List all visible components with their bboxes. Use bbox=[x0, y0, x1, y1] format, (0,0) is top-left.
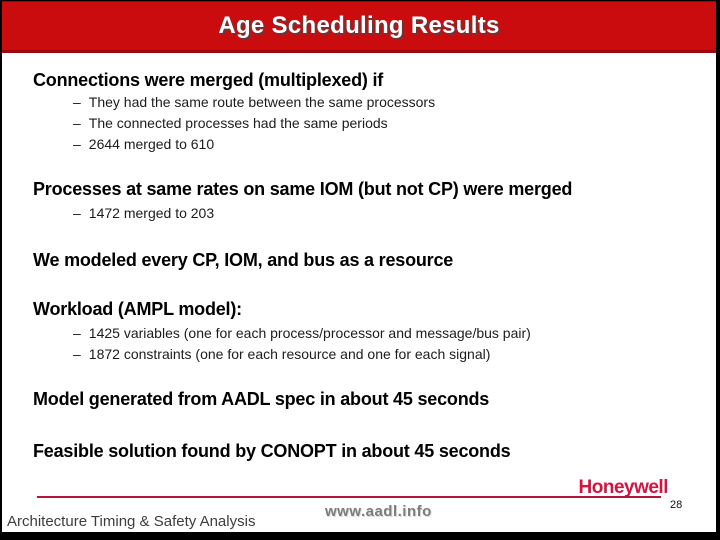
bullet-text: 1472 merged to 203 bbox=[88, 205, 215, 221]
bullet-dash: – bbox=[73, 136, 81, 152]
bullet-text: They had the same route between the same… bbox=[88, 94, 436, 110]
bullet-dash: – bbox=[73, 346, 81, 362]
bullet-dash: – bbox=[73, 94, 81, 110]
bullet-item: –1872 constraints (one for each resource… bbox=[73, 346, 490, 362]
section-heading-feasible-solution: Feasible solution found by CONOPT in abo… bbox=[33, 441, 511, 461]
bullet-dash: – bbox=[73, 205, 81, 221]
footer-separator-line bbox=[37, 496, 661, 498]
bullet-item: –1425 variables (one for each process/pr… bbox=[73, 325, 531, 341]
section-heading-model-generated: Model generated from AADL spec in about … bbox=[33, 389, 490, 409]
bullet-text: 1872 constraints (one for each resource … bbox=[88, 346, 491, 362]
bullet-item: – The connected processes had the same pe… bbox=[73, 115, 388, 131]
slide-title: Age Scheduling Results bbox=[218, 12, 500, 39]
slide: Age Scheduling Results Connections were … bbox=[2, 1, 716, 532]
section-heading-workload: Workload (AMPL model): bbox=[33, 299, 242, 319]
bullet-dash: – bbox=[73, 115, 81, 131]
footer-left-text: Architecture Timing & Safety Analysis bbox=[7, 513, 256, 530]
footer-url-text: www.aadl.info bbox=[325, 503, 432, 520]
slide-page-number: 28 bbox=[670, 499, 683, 511]
bullet-item: –1472 merged to 203 bbox=[73, 205, 214, 221]
section-heading-processes: Processes at same rates on same IOM (but… bbox=[33, 179, 573, 199]
section-heading-connections: Connections were merged (multiplexed) if bbox=[33, 70, 384, 90]
honeywell-logo: Honeywell bbox=[578, 477, 669, 498]
section-heading-resources: We modeled every CP, IOM, and bus as a r… bbox=[33, 250, 454, 270]
bullet-item: –2644 merged to 610 bbox=[73, 136, 214, 152]
bullet-item: – They had the same route between the sam… bbox=[73, 94, 435, 110]
bullet-dash: – bbox=[73, 325, 81, 341]
bullet-text: The connected processes had the same per… bbox=[88, 115, 388, 131]
bullet-text: 2644 merged to 610 bbox=[88, 136, 215, 152]
slide-title-bar: Age Scheduling Results bbox=[2, 1, 716, 53]
bullet-text: 1425 variables (one for each process/pro… bbox=[88, 325, 531, 341]
